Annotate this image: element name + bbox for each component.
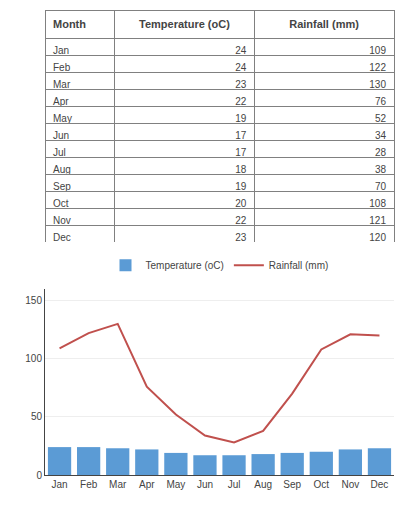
svg-text:20: 20: [235, 198, 247, 209]
svg-text:22: 22: [235, 96, 247, 107]
svg-text:23: 23: [235, 232, 247, 243]
svg-text:0: 0: [36, 470, 42, 481]
svg-text:Temperature (oC): Temperature (oC): [139, 18, 230, 30]
svg-text:52: 52: [375, 113, 387, 124]
svg-text:Apr: Apr: [53, 96, 69, 107]
svg-text:Mar: Mar: [109, 479, 127, 490]
svg-text:122: 122: [369, 62, 386, 73]
svg-text:Aug: Aug: [53, 164, 71, 175]
svg-text:22: 22: [235, 215, 247, 226]
svg-text:Apr: Apr: [139, 479, 155, 490]
svg-text:150: 150: [25, 295, 42, 306]
svg-text:Jul: Jul: [228, 479, 241, 490]
svg-text:Oct: Oct: [314, 479, 330, 490]
svg-text:70: 70: [375, 181, 387, 192]
svg-text:Sep: Sep: [283, 479, 301, 490]
svg-text:120: 120: [369, 232, 386, 243]
svg-text:17: 17: [235, 130, 247, 141]
svg-text:19: 19: [235, 113, 247, 124]
svg-text:Nov: Nov: [53, 215, 71, 226]
svg-text:Jan: Jan: [51, 479, 67, 490]
svg-text:Month: Month: [53, 18, 86, 30]
svg-text:108: 108: [369, 198, 386, 209]
svg-text:Dec: Dec: [53, 232, 71, 243]
svg-text:Oct: Oct: [53, 198, 69, 209]
svg-text:Nov: Nov: [341, 479, 359, 490]
svg-text:Feb: Feb: [80, 479, 98, 490]
svg-text:19: 19: [235, 181, 247, 192]
svg-text:Jun: Jun: [53, 130, 69, 141]
svg-text:May: May: [166, 479, 185, 490]
svg-text:Rainfall (mm): Rainfall (mm): [269, 260, 328, 271]
svg-text:38: 38: [375, 164, 387, 175]
svg-text:24: 24: [235, 62, 247, 73]
svg-text:23: 23: [235, 79, 247, 90]
svg-text:Jan: Jan: [53, 45, 69, 56]
svg-text:28: 28: [375, 147, 387, 158]
svg-text:Temperature (oC): Temperature (oC): [146, 260, 224, 271]
svg-text:24: 24: [235, 45, 247, 56]
svg-text:Mar: Mar: [53, 79, 71, 90]
svg-text:Sep: Sep: [53, 181, 71, 192]
svg-text:Jul: Jul: [53, 147, 66, 158]
svg-text:76: 76: [375, 96, 387, 107]
svg-text:109: 109: [369, 45, 386, 56]
svg-text:Aug: Aug: [254, 479, 272, 490]
svg-text:Rainfall (mm): Rainfall (mm): [289, 18, 359, 30]
svg-text:121: 121: [369, 215, 386, 226]
svg-text:100: 100: [25, 353, 42, 364]
svg-text:17: 17: [235, 147, 247, 158]
svg-text:50: 50: [31, 411, 43, 422]
svg-text:Dec: Dec: [371, 479, 389, 490]
svg-text:Jun: Jun: [197, 479, 213, 490]
svg-text:May: May: [53, 113, 72, 124]
svg-text:18: 18: [235, 164, 247, 175]
svg-text:130: 130: [369, 79, 386, 90]
svg-text:34: 34: [375, 130, 387, 141]
svg-text:Feb: Feb: [53, 62, 71, 73]
